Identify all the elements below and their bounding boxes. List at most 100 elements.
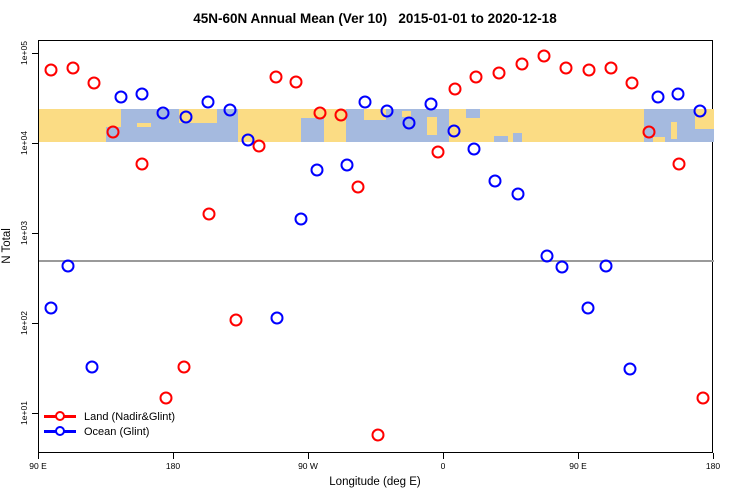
legend-item-land: Land (Nadir&Glint) — [44, 409, 175, 424]
data-point-ocean — [270, 311, 284, 325]
data-point-ocean — [581, 301, 595, 315]
legend: Land (Nadir&Glint) Ocean (Glint) — [44, 409, 175, 439]
x-axis-tick — [713, 453, 714, 459]
data-point-ocean — [402, 116, 416, 130]
map-ocean-region — [513, 132, 522, 142]
data-point-ocean — [693, 104, 707, 118]
data-point-ocean — [424, 97, 438, 111]
y-tick-label: 1e+01 — [19, 401, 29, 425]
data-point-land — [334, 108, 348, 122]
x-tick-label: 90 W — [298, 461, 318, 471]
y-axis-tick — [32, 413, 38, 414]
x-tick-label: 180 — [165, 461, 181, 471]
x-tick-label: 0 — [440, 461, 446, 471]
data-point-land — [135, 157, 149, 171]
data-point-land — [537, 49, 551, 63]
legend-label-ocean: Ocean (Glint) — [84, 425, 150, 438]
x-axis-title: Longitude (deg E) — [329, 476, 421, 488]
data-point-ocean — [294, 212, 308, 226]
data-point-land — [515, 57, 529, 71]
ocean-series-marker-icon — [44, 426, 76, 437]
data-point-land — [106, 125, 120, 139]
data-point-land — [371, 428, 385, 442]
x-axis-tick — [443, 453, 444, 459]
data-point-land — [159, 391, 173, 405]
data-point-land — [44, 63, 58, 77]
y-axis-tick — [32, 323, 38, 324]
map-land-island — [137, 122, 151, 127]
data-point-ocean — [310, 163, 324, 177]
data-point-ocean — [623, 362, 637, 376]
data-point-ocean — [201, 95, 215, 109]
data-point-ocean — [340, 158, 354, 172]
map-ocean-region — [466, 108, 480, 118]
data-point-land — [642, 125, 656, 139]
data-point-land — [672, 157, 686, 171]
data-point-ocean — [85, 360, 99, 374]
data-point-land — [202, 207, 216, 221]
data-point-ocean — [467, 142, 481, 156]
map-land-island — [364, 108, 386, 120]
data-point-land — [351, 180, 365, 194]
data-point-ocean — [380, 104, 394, 118]
map-land-island — [105, 108, 121, 127]
y-tick-label: 1e+05 — [19, 41, 29, 65]
data-point-land — [431, 145, 445, 159]
y-tick-label: 1e+03 — [19, 221, 29, 245]
data-point-ocean — [241, 133, 255, 147]
data-point-ocean — [358, 95, 372, 109]
land-series-marker-icon — [44, 411, 76, 422]
x-axis-tick — [578, 453, 579, 459]
y-tick-label: 1e+04 — [19, 131, 29, 155]
data-point-ocean — [61, 259, 75, 273]
data-point-land — [559, 61, 573, 75]
data-point-land — [252, 139, 266, 153]
data-point-land — [66, 61, 80, 75]
map-land-island — [671, 121, 677, 139]
land-legend-circle-icon — [55, 411, 65, 421]
x-tick-label: 180 — [705, 461, 721, 471]
data-point-land — [229, 313, 243, 327]
data-point-land — [289, 75, 303, 89]
x-tick-label: 90 E — [29, 461, 47, 471]
data-point-ocean — [511, 187, 525, 201]
data-point-ocean — [488, 174, 502, 188]
legend-item-ocean: Ocean (Glint) — [44, 424, 175, 439]
data-point-ocean — [135, 87, 149, 101]
data-point-land — [313, 106, 327, 120]
map-land-island — [402, 110, 411, 117]
data-point-ocean — [179, 110, 193, 124]
map-land-island — [427, 116, 437, 135]
chart-title: 45N-60N Annual Mean (Ver 10) 2015-01-01 … — [193, 11, 557, 26]
data-point-ocean — [447, 124, 461, 138]
data-point-land — [625, 76, 639, 90]
reference-line — [39, 260, 714, 263]
data-point-ocean — [555, 260, 569, 274]
data-point-land — [582, 63, 596, 77]
data-point-land — [492, 66, 506, 80]
data-point-ocean — [114, 90, 128, 104]
y-axis-title: N Total — [1, 228, 13, 264]
ocean-legend-circle-icon — [55, 426, 65, 436]
y-tick-label: 1e+02 — [19, 311, 29, 335]
x-axis-tick — [308, 453, 309, 459]
data-point-land — [696, 391, 710, 405]
map-land-island — [653, 136, 665, 142]
data-point-land — [269, 70, 283, 84]
x-axis-tick — [173, 453, 174, 459]
legend-label-land: Land (Nadir&Glint) — [84, 410, 176, 423]
y-axis-tick — [32, 53, 38, 54]
data-point-land — [87, 76, 101, 90]
data-point-ocean — [156, 106, 170, 120]
data-point-land — [604, 61, 618, 75]
x-tick-label: 90 E — [569, 461, 587, 471]
map-ocean-region — [494, 135, 508, 142]
y-axis-tick — [32, 233, 38, 234]
data-point-land — [448, 82, 462, 96]
x-axis-tick — [38, 453, 39, 459]
data-point-ocean — [651, 90, 665, 104]
data-point-land — [469, 70, 483, 84]
data-point-ocean — [44, 301, 58, 315]
y-axis-tick — [32, 143, 38, 144]
